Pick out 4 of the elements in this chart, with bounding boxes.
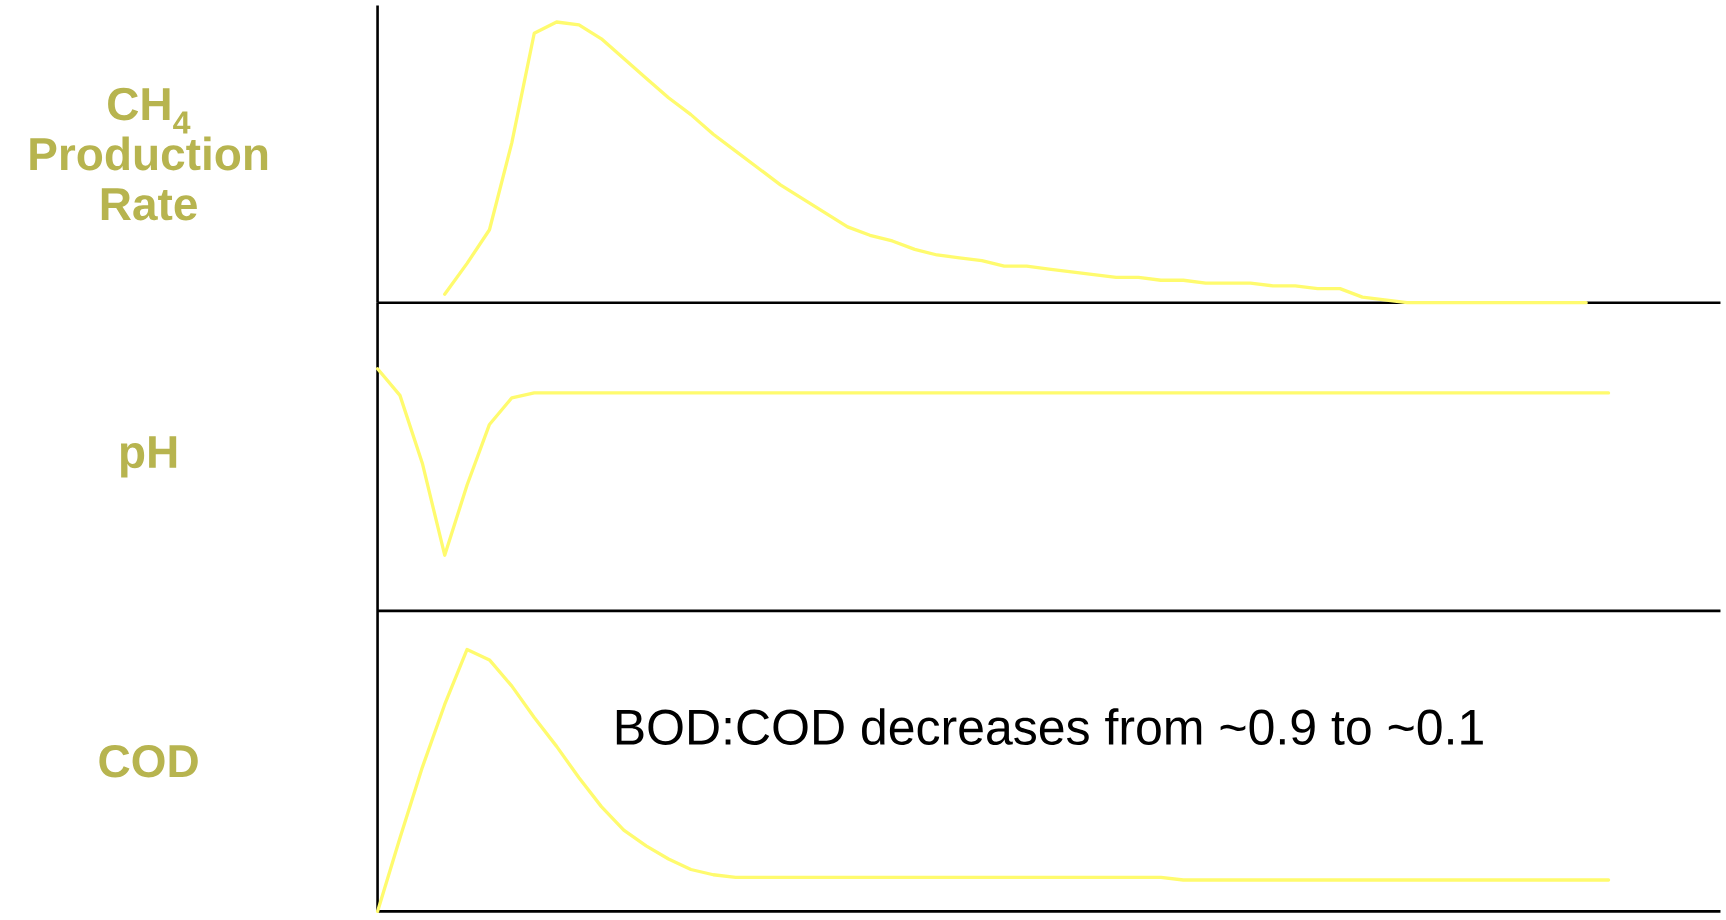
annotation: BOD:COD decreases from ~0.9 to ~0.1 [616, 708, 1483, 745]
y-axis-title: COD [99, 744, 198, 778]
y-axis-title: CH$_{4}$ Production Rate [30, 87, 268, 221]
y-axis-title: pH [120, 436, 177, 478]
